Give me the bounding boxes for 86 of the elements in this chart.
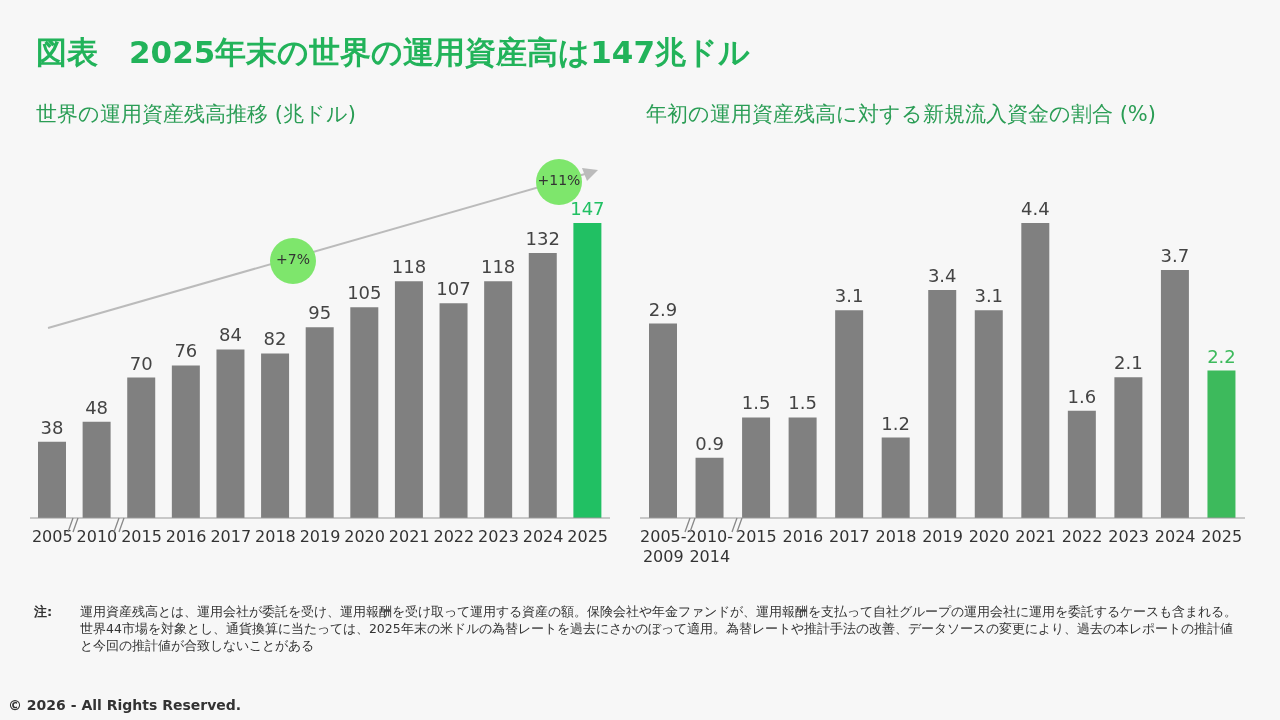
text: 運用資産残高とは、運用会社が委託を受け、運用報酬を受け取って運用する資産の額。保険会社や年金ファンドが、運用報酬を支払って自社グループの運用会社に運用を委託するケースも含まれる。世界44市場を対象とし、通貨換算に当たっては、2025年末の米ドルの為替レートを過去にさかのぼって適用。為替レートや推計手法の改善、データソースの変更により、過去の本レポートの推計値と今回の推計値が合致しないことがある — [80, 603, 1238, 654]
x-tick-label: 2005 — [31, 527, 73, 546]
x-tick-label: 2005-2009 — [640, 527, 687, 566]
x-tick-label: 2015 — [121, 527, 162, 546]
x-tick-label: 2022 — [433, 527, 475, 546]
bar — [742, 417, 771, 518]
data-label: 3.1 — [974, 285, 1004, 307]
data-label: 1.6 — [1067, 385, 1097, 407]
data-label: 1.5 — [741, 392, 771, 414]
bar — [1207, 370, 1236, 518]
text: 注: — [34, 603, 53, 621]
bar — [1021, 223, 1050, 518]
data-label: 0.9 — [695, 432, 724, 454]
x-tick-label: 2020 — [344, 527, 385, 546]
data-label: 1.5 — [788, 392, 817, 414]
data-label: 132 — [525, 228, 560, 250]
bar — [695, 457, 724, 518]
bar — [439, 303, 468, 518]
x-tick-label: 2015 — [735, 527, 777, 546]
bar — [1160, 269, 1189, 518]
x-tick-label: 2024 — [1154, 527, 1196, 546]
bar — [171, 365, 200, 518]
data-label: 147 — [570, 198, 605, 219]
data-label: 118 — [391, 256, 427, 278]
x-tick-label: 2018 — [255, 527, 296, 546]
chart-title: 年初の運用資産残高に対する新規流入資金の割合 (%) — [646, 101, 1157, 128]
x-tick-label: 2023 — [478, 527, 519, 546]
x-tick-label: 2024 — [522, 527, 564, 546]
x-tick-label: 2010-2014 — [686, 527, 734, 566]
bar — [974, 310, 1003, 518]
bar — [127, 377, 156, 518]
data-label: 3.7 — [1160, 244, 1190, 266]
bar — [261, 353, 290, 518]
bar — [1114, 377, 1143, 518]
bar — [573, 223, 602, 518]
text: 図表 2025年末の世界の運用資産高は147兆ドル — [36, 33, 750, 72]
x-tick-label: 2025 — [1201, 527, 1243, 546]
data-label: 1.2 — [881, 412, 911, 434]
data-label: 2.9 — [648, 298, 678, 320]
x-tick-label: 2010 — [76, 527, 118, 546]
x-tick-label: 2025 — [567, 527, 609, 546]
x-tick-label: 2022 — [1061, 527, 1103, 546]
data-label: 95 — [308, 302, 332, 324]
data-label: 107 — [436, 278, 471, 300]
text: +11% — [536, 172, 582, 188]
data-label: 38 — [40, 416, 64, 438]
x-tick-label: 2018 — [875, 527, 917, 546]
x-tick-label: 2021 — [1015, 527, 1056, 546]
data-label: 105 — [347, 282, 382, 304]
bar — [484, 281, 513, 518]
bar — [394, 281, 423, 518]
bar — [788, 417, 817, 518]
data-label: 4.4 — [1020, 198, 1050, 219]
bar — [82, 421, 111, 518]
x-tick-label: 2017 — [829, 527, 870, 546]
data-label: 2.2 — [1207, 345, 1236, 367]
annotation: +7% — [275, 251, 311, 267]
data-label: 3.1 — [834, 285, 864, 307]
data-label: 3.4 — [927, 265, 957, 287]
bar — [1067, 410, 1096, 518]
bar — [305, 327, 334, 518]
x-tick-label: 2016 — [782, 527, 824, 546]
data-label: 48 — [85, 396, 109, 418]
bar — [38, 441, 66, 518]
x-tick-label: 2016 — [165, 527, 207, 546]
data-label: 76 — [174, 340, 198, 362]
bar — [350, 307, 379, 518]
bar — [928, 290, 957, 518]
data-label: 2.1 — [1114, 352, 1143, 374]
chart-title: 世界の運用資産残高推移 (兆ドル) — [36, 101, 358, 128]
bar — [649, 323, 677, 518]
bar — [881, 437, 910, 518]
bar — [835, 310, 864, 518]
data-label: 70 — [129, 352, 153, 374]
x-tick-label: 2019 — [299, 527, 341, 546]
x-tick-label: 2020 — [968, 527, 1010, 546]
bar — [528, 253, 557, 518]
x-tick-label: 2023 — [1108, 527, 1150, 546]
x-tick-label: 2017 — [210, 527, 252, 546]
x-tick-label: 2021 — [388, 527, 430, 546]
text: © 2026 - All Rights Reserved. — [8, 697, 242, 713]
data-label: 118 — [480, 256, 516, 278]
data-label: 82 — [263, 328, 287, 350]
data-label: 84 — [219, 324, 242, 346]
bar — [216, 349, 245, 518]
x-tick-label: 2019 — [922, 527, 963, 546]
